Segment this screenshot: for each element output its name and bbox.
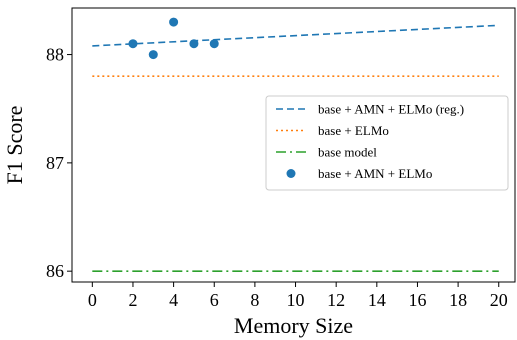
x-axis-title: Memory Size	[234, 313, 353, 338]
legend-label-0: base + AMN + ELMo (reg.)	[318, 102, 464, 117]
legend-box	[265, 95, 509, 191]
y-tick-label: 87	[46, 153, 64, 173]
x-axis-ticks: 0 2 4 6 8 10 12 14 16 18 20	[88, 282, 508, 310]
x-tick-label: 12	[327, 290, 345, 310]
y-tick-label: 86	[46, 261, 64, 281]
y-axis-ticks: 86 87 88	[46, 45, 72, 281]
x-tick-label: 6	[210, 290, 219, 310]
series-line-0	[92, 24, 499, 47]
x-tick-label: 14	[368, 290, 386, 310]
x-tick-label: 4	[169, 290, 178, 310]
legend-label-1: base + ELMo	[318, 123, 389, 138]
scatter-point	[148, 50, 158, 60]
scatter-point	[128, 39, 138, 49]
y-tick-label: 88	[46, 45, 64, 65]
x-tick-label: 18	[449, 290, 467, 310]
plot-points	[128, 17, 219, 60]
plot-lines	[92, 24, 499, 272]
x-tick-label: 0	[88, 290, 97, 310]
x-tick-label: 10	[287, 290, 305, 310]
scatter-point	[209, 39, 219, 49]
legend-label-3: base + AMN + ELMo	[318, 166, 432, 181]
legend-label-2: base model	[318, 145, 377, 160]
legend-swatch-3	[286, 169, 296, 178]
x-tick-label: 8	[250, 290, 259, 310]
scatter-point	[169, 17, 179, 27]
y-axis-title: F1 Score	[2, 106, 27, 185]
scatter-point	[189, 39, 199, 49]
x-tick-label: 2	[128, 290, 137, 310]
plot-frame	[71, 7, 516, 283]
legend: base + AMN + ELMo (reg.) base + ELMo base …	[265, 95, 509, 191]
x-tick-label: 16	[408, 290, 426, 310]
x-tick-label: 20	[490, 290, 508, 310]
